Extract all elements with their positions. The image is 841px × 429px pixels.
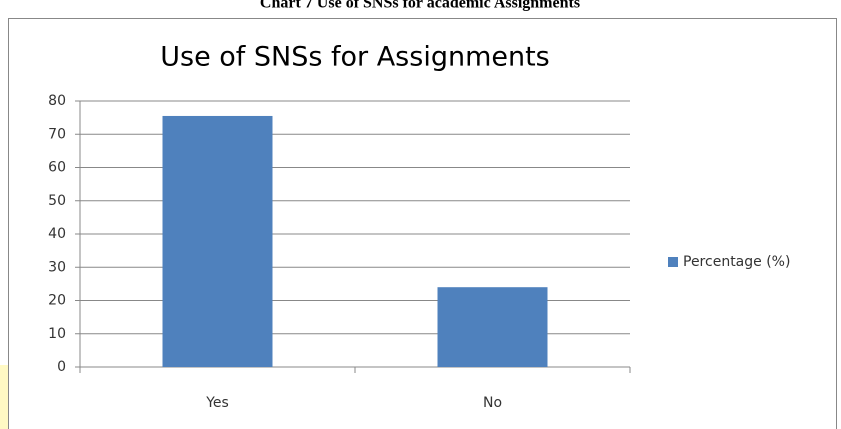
- chart-frame: [8, 18, 837, 429]
- bar: [437, 287, 548, 367]
- y-tick-label: 40: [48, 226, 66, 242]
- y-tick-label: 10: [48, 326, 66, 342]
- x-tick-label: No: [483, 395, 502, 411]
- x-tick-label: Yes: [205, 395, 229, 411]
- y-tick-label: 80: [48, 93, 66, 109]
- y-tick-label: 0: [57, 359, 66, 375]
- legend-swatch: [668, 257, 678, 267]
- y-tick-label: 20: [48, 293, 66, 309]
- bar: [162, 115, 273, 368]
- y-tick-label: 30: [48, 259, 66, 275]
- y-tick-label: 60: [48, 160, 66, 176]
- chart-title: Use of SNSs for Assignments: [160, 42, 550, 73]
- y-tick-label: 50: [48, 193, 66, 209]
- caption: Chart 7 Use of SNSs for academic Assignm…: [260, 0, 580, 12]
- y-tick-label: 70: [48, 126, 66, 142]
- legend-label: Percentage (%): [683, 254, 790, 270]
- highlight-strip: [0, 365, 8, 429]
